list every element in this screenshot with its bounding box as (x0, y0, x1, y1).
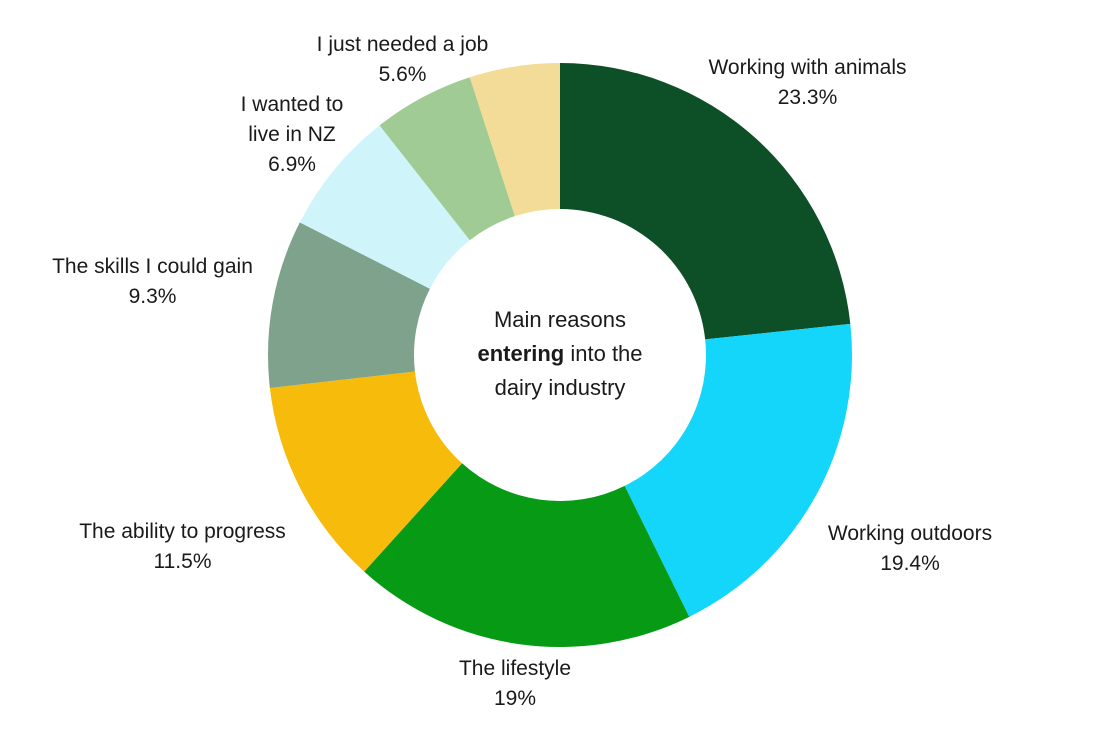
slice-label-text: Working with animals (708, 56, 907, 79)
slice-label-text-line1: I wanted to (240, 93, 344, 116)
slice-label-working-outdoors: Working outdoors 19.4% (810, 519, 1010, 579)
center-label-line3: dairy industry (494, 375, 626, 400)
slice-label-text: The lifestyle (458, 657, 572, 680)
slice-label-ability-to-progress: The ability to progress 11.5% (55, 517, 310, 577)
slice-label-text-line2: live in NZ (248, 123, 336, 146)
donut-slice-6 (379, 77, 515, 241)
slice-label-text: Working outdoors (827, 522, 993, 545)
slice-value-text: 19.4% (880, 552, 940, 575)
slice-label-live-in-nz: I wanted to live in NZ 6.9% (222, 90, 362, 180)
slice-label-working-with-animals: Working with animals 23.3% (690, 53, 925, 113)
donut-slice-7 (469, 63, 560, 217)
slice-value-text: 11.5% (153, 550, 212, 573)
slice-value-text: 9.3% (128, 285, 177, 308)
donut-slice-4 (267, 222, 430, 388)
donut-slice-3 (269, 371, 463, 572)
slice-label-text: The skills I could gain (52, 255, 253, 278)
slice-value-text: 19% (493, 687, 537, 710)
center-label-bold: entering (477, 341, 565, 366)
slice-label-needed-a-job: I just needed a job 5.6% (290, 30, 515, 90)
center-label: Main reasons entering into the dairy ind… (440, 303, 680, 405)
slice-value-text: 5.6% (378, 63, 427, 86)
donut-slice-2 (364, 463, 690, 647)
slice-label-text: The ability to progress (79, 520, 286, 543)
donut-slice-5 (299, 125, 470, 289)
donut-slice-1 (624, 323, 852, 617)
slice-label-text: I just needed a job (316, 33, 489, 56)
center-label-rest: into the (564, 341, 643, 366)
slice-label-the-lifestyle: The lifestyle 19% (430, 654, 600, 714)
center-label-line1: Main reasons (493, 307, 627, 332)
slice-value-text: 23.3% (777, 86, 838, 109)
slice-value-text: 6.9% (268, 153, 316, 176)
slice-label-skills-gain: The skills I could gain 9.3% (30, 252, 275, 312)
donut-slice-0 (560, 63, 851, 340)
center-label-line2: entering into the (440, 337, 680, 371)
